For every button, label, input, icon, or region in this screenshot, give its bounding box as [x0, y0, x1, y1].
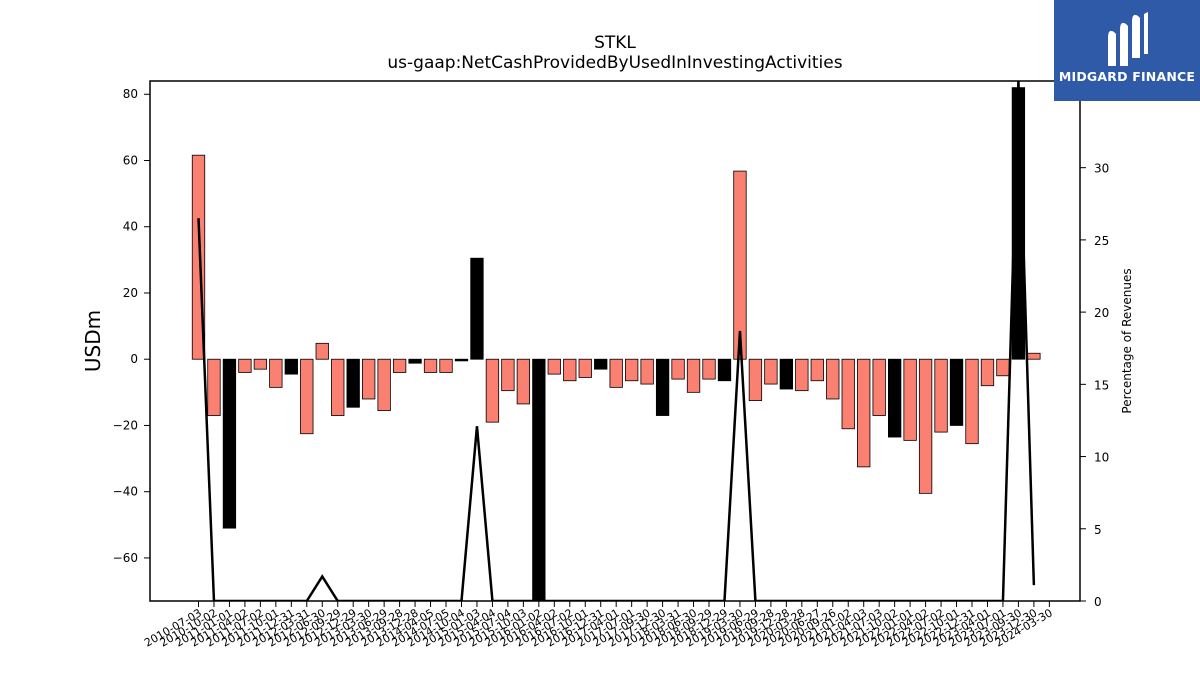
bar: [423, 358, 438, 373]
y-tick-label: 40: [123, 220, 138, 234]
y-tick-label: 0: [130, 352, 138, 366]
bar: [284, 358, 298, 375]
y2-tick-label: 25: [1094, 234, 1109, 248]
bar: [439, 358, 453, 373]
bar: [594, 358, 608, 370]
bar: [810, 358, 824, 382]
bar: [872, 358, 886, 416]
y2-tick-label: 20: [1094, 306, 1109, 320]
bar: [609, 358, 623, 388]
bar: [207, 358, 221, 416]
bar: [222, 358, 237, 529]
bar: [686, 358, 701, 393]
bar: [346, 358, 360, 408]
revenue-pct-line: [197, 81, 1036, 601]
bar: [857, 358, 871, 468]
bar: [903, 358, 917, 441]
bar: [888, 358, 902, 438]
bar: [655, 358, 670, 416]
line-layer: [197, 81, 1036, 601]
y2-tick-label: 5: [1094, 523, 1102, 537]
bar: [269, 358, 283, 388]
y-tick-label: 80: [123, 87, 138, 101]
bar: [563, 358, 577, 382]
bar: [408, 358, 422, 364]
y-tick-label: 20: [123, 286, 138, 300]
bar: [671, 358, 685, 380]
bar: [454, 358, 469, 362]
midgard-logo-icon: [1108, 12, 1148, 66]
y-axis-label: USDm: [81, 310, 105, 372]
y2-tick-label: 15: [1094, 378, 1109, 392]
y2-axis-label: Percentage of Revenues: [1120, 268, 1134, 413]
bar: [532, 358, 546, 602]
bar: [1027, 352, 1041, 360]
bar: [238, 358, 252, 373]
bar: [578, 358, 592, 378]
bar: [918, 358, 933, 494]
bar: [841, 358, 855, 430]
bar: [934, 358, 948, 433]
bar: [717, 358, 732, 382]
bar: [253, 358, 268, 370]
bar: [315, 342, 329, 360]
bar: [748, 358, 763, 402]
bar: [516, 358, 531, 405]
bar: [625, 358, 639, 382]
bar: [501, 358, 515, 392]
y2-tick-label: 0: [1094, 595, 1102, 609]
bar: [377, 358, 391, 411]
brand-logo: MIDGARD FINANCE: [1054, 0, 1200, 101]
bar: [331, 358, 345, 416]
bar: [826, 358, 840, 400]
bar: [547, 358, 561, 375]
chart-title: STKL: [594, 33, 636, 53]
bar: [949, 358, 964, 426]
bar: [795, 358, 809, 392]
bar: [702, 358, 716, 380]
bar: [779, 358, 794, 390]
bar: [733, 170, 747, 360]
bar: [980, 358, 995, 387]
bar: [996, 358, 1010, 377]
y-tick-label: −60: [113, 551, 138, 565]
y-tick-label: −20: [113, 418, 138, 432]
bar: [470, 257, 484, 360]
bar: [640, 358, 654, 385]
y-tick-label: 60: [123, 153, 138, 167]
bars-layer: [191, 87, 1041, 602]
bar: [362, 358, 376, 400]
y2-tick-label: 10: [1094, 451, 1109, 465]
plot-frame: [149, 80, 1081, 602]
bar: [965, 358, 979, 445]
axes-layer: 806040200−20−40−600510152025302010-07-03…: [113, 80, 1109, 650]
chart-subtitle: us-gaap:NetCashProvidedByUsedInInvesting…: [387, 53, 842, 73]
brand-name: MIDGARD FINANCE: [1058, 69, 1196, 84]
bar: [392, 358, 407, 373]
bar: [485, 358, 500, 423]
bar: [764, 358, 778, 385]
y-tick-label: −40: [113, 485, 138, 499]
y2-tick-label: 30: [1094, 162, 1109, 176]
bar: [300, 358, 314, 435]
